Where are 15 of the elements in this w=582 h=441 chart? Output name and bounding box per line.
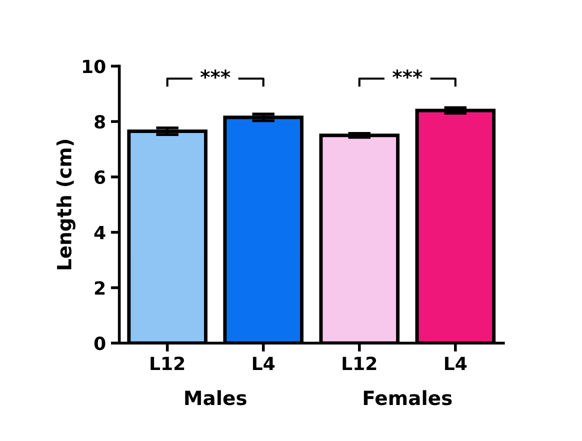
- y-tick-label: 10: [83, 60, 106, 74]
- annotation: ***: [392, 70, 422, 79]
- text: Females: [364, 390, 452, 406]
- x-tick-label: L4: [252, 356, 275, 370]
- annotation: ***: [200, 70, 230, 79]
- y-tick-label: 4: [94, 226, 106, 240]
- y-tick-label: 6: [94, 170, 106, 184]
- x-tick-label: L12: [342, 356, 376, 370]
- text: Males: [185, 390, 246, 406]
- y-axis-title: Length (cm): [56, 140, 76, 270]
- y-tick-label: 2: [94, 281, 105, 295]
- x-tick-label: L12: [150, 356, 184, 370]
- y-tick-label: 8: [94, 115, 105, 129]
- y-tick-label: 0: [94, 336, 106, 350]
- x-tick-label: L4: [445, 356, 467, 370]
